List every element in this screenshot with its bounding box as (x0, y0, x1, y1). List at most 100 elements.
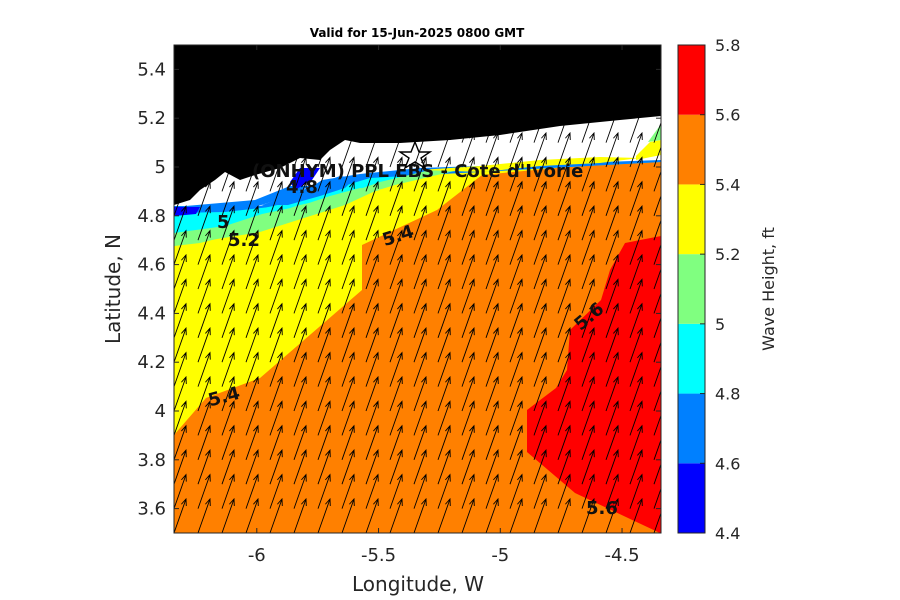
wave-arrow (437, 424, 451, 460)
wave-arrow (509, 302, 523, 338)
wave-arrow (365, 375, 379, 412)
wave-arrow (269, 424, 283, 460)
y-tick-label: 4.8 (137, 206, 166, 227)
wave-arrow (174, 351, 187, 387)
wave-arrow (533, 473, 547, 509)
wave-arrow (197, 375, 211, 412)
wave-arrow (629, 400, 643, 436)
wave-arrow (533, 327, 547, 363)
y-axis-label: Latitude, N (101, 234, 125, 344)
wave-arrow (317, 327, 331, 363)
wave-arrow (605, 156, 619, 192)
wave-direction-arrows (174, 107, 661, 533)
wave-arrow (293, 156, 307, 192)
wave-arrow (197, 497, 211, 533)
wave-arrow (557, 205, 571, 241)
wave-arrow (653, 438, 661, 460)
wave-arrow (653, 463, 661, 485)
colorbar-swatch (678, 184, 705, 255)
wave-arrow (533, 229, 547, 265)
wave-arrow (581, 278, 595, 314)
wave-arrow (509, 375, 523, 412)
wave-arrow (365, 131, 379, 168)
y-tick-label: 3.8 (137, 450, 166, 471)
wave-arrow (653, 170, 661, 192)
wave-arrow (437, 229, 451, 265)
wave-arrow (605, 302, 619, 338)
wave-arrow (197, 278, 211, 314)
site-label: (ONHYM) PPL EBS - Cote d'Ivorie (252, 161, 583, 182)
wave-arrow (581, 449, 595, 485)
wave-arrow (365, 351, 379, 387)
wave-arrow (581, 424, 595, 460)
x-tick-label: -6 (248, 545, 266, 566)
wave-arrow (245, 156, 259, 192)
wave-arrow (581, 375, 595, 412)
wave-arrow (533, 205, 547, 241)
wave-arrow (221, 497, 235, 533)
wave-arrow (653, 341, 661, 363)
wave-arrow (174, 253, 187, 290)
wave-arrow (341, 424, 355, 460)
wave-arrow (485, 449, 499, 485)
wave-arrow (245, 400, 259, 436)
wave-arrow (509, 449, 523, 485)
wave-arrow (461, 107, 475, 143)
wave-arrow (485, 424, 499, 460)
wave-arrow (533, 180, 547, 216)
wave-arrow (605, 253, 619, 290)
wave-arrow (389, 180, 403, 216)
wave-arrow (413, 229, 427, 265)
wave-arrow (174, 278, 187, 314)
wave-arrow (341, 156, 355, 192)
wave-arrow (174, 400, 187, 436)
wave-arrow (197, 424, 211, 460)
wave-arrow (269, 131, 283, 168)
wave-arrow (581, 131, 595, 168)
colorbar-swatch (678, 45, 705, 115)
wave-arrow (317, 205, 331, 241)
y-tick-label: 4.4 (137, 303, 166, 324)
region-blue-strip (174, 186, 310, 215)
wave-arrow (485, 351, 499, 387)
wave-arrow (389, 497, 403, 533)
wave-arrow (461, 327, 475, 363)
wave-arrow (221, 375, 235, 412)
wave-arrow (509, 497, 523, 533)
colorbar: 4.4 4.6 4.8 5 5.2 5.4 5.6 5.8 (677, 36, 740, 543)
wave-arrow (509, 180, 523, 216)
wave-arrow (557, 302, 571, 338)
wave-arrow (485, 327, 499, 363)
wave-arrow (293, 229, 307, 265)
wave-arrow (581, 473, 595, 509)
wave-arrow (413, 351, 427, 387)
wave-arrow (365, 180, 379, 216)
wave-arrow (413, 400, 427, 436)
wave-arrow (197, 473, 211, 509)
wave-arrow (581, 107, 595, 143)
wave-arrow (437, 497, 451, 533)
wave-arrow (341, 229, 355, 265)
y-tick-label: 5.4 (137, 59, 166, 80)
region-5-6-to-5-8 (527, 236, 661, 533)
wave-arrow (605, 351, 619, 387)
colorbar-swatch (678, 393, 705, 464)
wave-arrow (341, 351, 355, 387)
wave-arrow (413, 424, 427, 460)
wave-arrow (389, 327, 403, 363)
wave-arrow (581, 327, 595, 363)
wave-arrow (317, 375, 331, 412)
wave-arrow (269, 473, 283, 509)
wave-arrow (413, 205, 427, 241)
wave-arrow (653, 121, 661, 143)
wave-arrow (221, 351, 235, 387)
wave-arrow (174, 473, 187, 509)
wave-arrow (509, 229, 523, 265)
wave-arrow (317, 229, 331, 265)
colorbar-frame (677, 44, 706, 534)
wave-arrow (197, 327, 211, 363)
wave-arrow (293, 424, 307, 460)
wave-arrow (389, 424, 403, 460)
wave-arrow (269, 302, 283, 338)
wave-arrow (269, 253, 283, 290)
